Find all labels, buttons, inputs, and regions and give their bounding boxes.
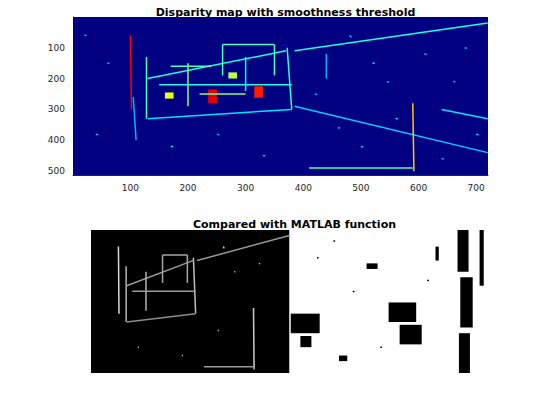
svg-text:Compared with MATLAB function: Compared with MATLAB function (193, 218, 396, 231)
svg-text:600: 600 (410, 183, 427, 193)
svg-text:500: 500 (48, 166, 65, 176)
svg-text:500: 500 (352, 183, 369, 193)
svg-text:Disparity map with smoothness: Disparity map with smoothness threshold (156, 6, 416, 19)
svg-text:100: 100 (48, 43, 65, 53)
svg-text:200: 200 (179, 183, 196, 193)
svg-text:300: 300 (237, 183, 254, 193)
svg-text:400: 400 (48, 135, 65, 145)
svg-text:700: 700 (468, 183, 485, 193)
svg-text:300: 300 (48, 104, 65, 114)
svg-text:400: 400 (295, 183, 312, 193)
svg-text:100: 100 (122, 183, 139, 193)
svg-text:200: 200 (48, 74, 65, 84)
